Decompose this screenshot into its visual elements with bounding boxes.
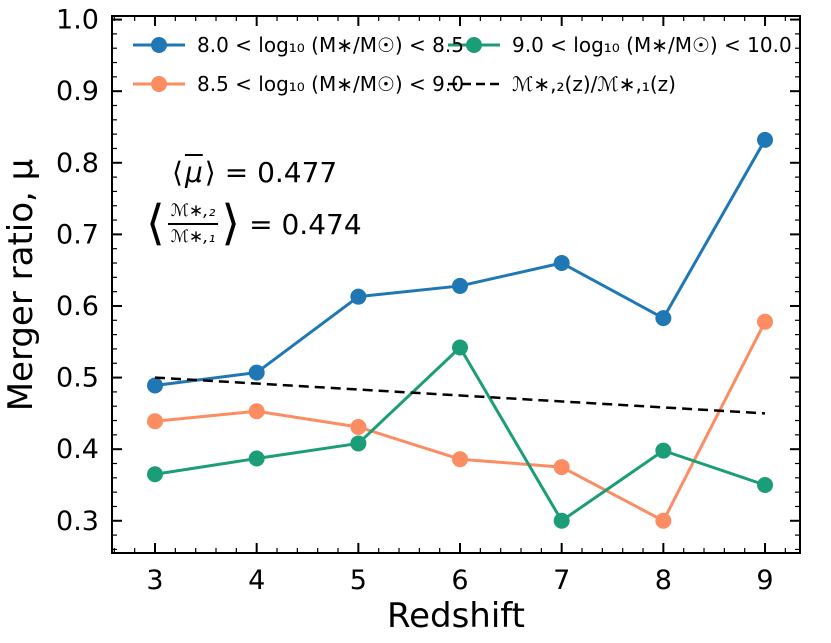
annotation-block: ⟨ μ ⟩ = 0.477 ⟨ ℳ∗,₂ ℳ∗,₁ ⟩ = 0.474 — [146, 156, 362, 252]
data-point — [655, 512, 672, 529]
legend-marker-dot — [151, 37, 167, 53]
data-point — [553, 512, 570, 529]
annotation-mean-ratio: ⟨ ℳ∗,₂ ℳ∗,₁ ⟩ = 0.474 — [146, 195, 362, 252]
y-tick-label: 1.0 — [56, 5, 99, 36]
data-point — [757, 131, 774, 148]
bracket-open: ⟨ — [172, 156, 183, 189]
x-axis-label: Redshift — [387, 596, 525, 636]
mean-mu-value: = 0.477 — [224, 156, 338, 189]
fraction-denominator: ℳ∗,₁ — [170, 227, 216, 247]
legend-label-series1: 8.0 < log₁₀ (M∗/M☉) < 8.5 — [197, 33, 464, 57]
y-tick-label: 0.4 — [56, 434, 99, 465]
data-point — [350, 435, 367, 452]
mean-ratio-value: = 0.474 — [249, 207, 362, 241]
data-point — [553, 255, 570, 272]
data-point — [248, 450, 265, 467]
y-tick-label: 0.7 — [56, 219, 99, 250]
data-point — [147, 466, 164, 483]
dashed-ratio-line — [154, 376, 766, 415]
x-tick-label: 9 — [756, 565, 773, 596]
data-point — [655, 442, 672, 459]
x-tick-label: 6 — [451, 565, 468, 596]
annotation-mean-mu: ⟨ μ ⟩ = 0.477 — [172, 156, 362, 189]
legend-label-series2: 8.5 < log₁₀ (M∗/M☉) < 9.0 — [197, 72, 464, 96]
data-point — [553, 459, 570, 476]
y-tick-label: 0.3 — [56, 506, 99, 537]
plot-area: 3 4 5 6 7 8 9 0.3 0.4 0.5 0.6 0.7 0.8 0.9 1.0 — [56, 5, 801, 596]
x-tick-label: 4 — [248, 565, 265, 596]
data-point — [452, 277, 469, 294]
x-tick-label: 8 — [655, 565, 672, 596]
data-point — [757, 476, 774, 493]
plot-frame — [111, 15, 801, 554]
x-tick-label: 3 — [146, 565, 163, 596]
y-tick-label: 0.6 — [56, 291, 99, 322]
legend: 8.0 < log₁₀ (M∗/M☉) < 8.5 8.5 < log₁₀ (M… — [133, 33, 792, 96]
data-point — [757, 313, 774, 330]
bracket-close: ⟩ — [221, 195, 241, 252]
legend-markers — [133, 37, 500, 92]
data-point — [452, 451, 469, 468]
legend-marker-dot — [151, 76, 167, 92]
data-point — [655, 310, 672, 327]
bracket-close: ⟩ — [204, 156, 216, 189]
fraction-numerator: ℳ∗,₂ — [167, 201, 219, 225]
data-point — [147, 377, 164, 394]
x-tick-label: 7 — [553, 565, 570, 596]
data-point — [248, 403, 265, 420]
data-point — [350, 418, 367, 435]
legend-marker-dot — [466, 37, 482, 53]
legend-label-series3: 9.0 < log₁₀ (M∗/M☉) < 10.0 — [512, 33, 792, 57]
legend-label-dashed: ℳ∗,₂(z)/ℳ∗,₁(z) — [512, 72, 676, 96]
bracket-open: ⟨ — [146, 195, 165, 252]
mu-bar-symbol: μ — [184, 156, 203, 189]
y-tick-label: 0.8 — [56, 148, 99, 179]
mass-ratio-fraction: ℳ∗,₂ ℳ∗,₁ — [167, 201, 219, 247]
data-point — [147, 413, 164, 430]
data-point — [248, 364, 265, 381]
y-tick-label: 0.5 — [56, 363, 99, 394]
y-tick-label: 0.9 — [56, 76, 99, 107]
y-axis-label: Merger ratio, μ — [1, 159, 41, 412]
x-tick-label: 5 — [350, 565, 367, 596]
data-point — [452, 339, 469, 356]
data-point — [350, 288, 367, 305]
